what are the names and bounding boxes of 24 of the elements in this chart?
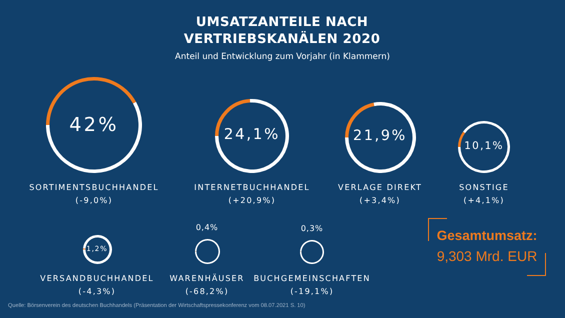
category-label: VERSANDBUCHHANDEL — [40, 274, 154, 283]
text: (-9,0%) — [74, 195, 114, 207]
data-label: 0,3% — [300, 224, 324, 234]
text: (+3,4%) — [358, 195, 402, 207]
text: UMSATZANTEILE NACH VERTRIEBSKANÄLEN 2020 — [182, 14, 382, 48]
category-label: WARENHÄUSER — [170, 274, 244, 283]
text: (-68,2%) — [184, 286, 230, 298]
data-label: 0,4% — [194, 223, 220, 233]
data-label: 21,9% — [352, 128, 408, 146]
data-label: 10,1% — [463, 140, 505, 153]
text: Anteil und Entwicklung zum Vorjahr (in Klammern) — [174, 52, 391, 62]
category-label: VERLAGE DIREKT — [338, 183, 422, 192]
category-label: BUCHGEMEINSCHAFTEN — [254, 274, 370, 283]
category-label: SONSTIGE — [459, 183, 509, 192]
text: 9,303 Mrd. EUR — [436, 248, 538, 264]
category-label: SORTIMENTSBUCHHANDEL — [28, 182, 160, 194]
text: Gesamtumsatz: — [436, 228, 538, 243]
data-label: 24,1% — [222, 125, 282, 144]
text: (-19,1%) — [289, 286, 335, 298]
text: (+20,9%) — [227, 195, 277, 207]
data-label: 42% — [68, 112, 120, 136]
text: (+4,1%) — [462, 195, 506, 207]
text: (-4,3%) — [77, 286, 117, 298]
category-label: INTERNETBUCHHANDEL — [193, 182, 311, 194]
